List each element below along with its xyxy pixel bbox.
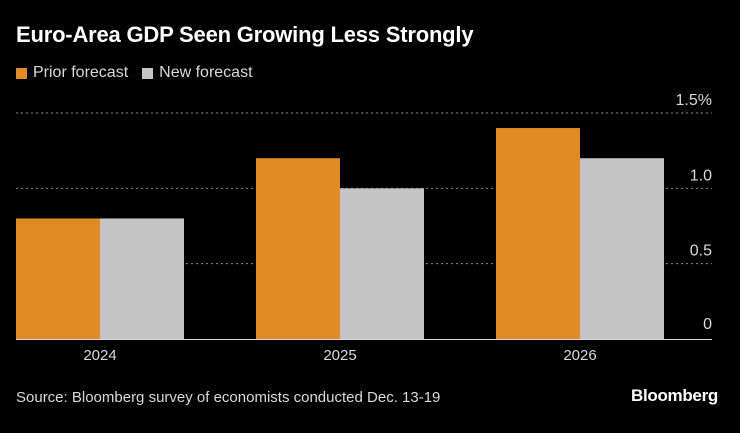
y-tick-label-2: 1.0 (690, 167, 712, 184)
bar-prior-forecast-2024 (16, 218, 100, 339)
bar-prior-forecast-2025 (256, 158, 340, 339)
x-tick-label-2026: 2026 (563, 347, 596, 364)
legend-label-prior: Prior forecast (33, 64, 129, 81)
bloomberg-logo: Bloomberg (630, 386, 718, 405)
legend: Prior forecast New forecast (16, 64, 267, 82)
y-tick-label-3: 1.5% (676, 92, 712, 109)
bar-new-forecast-2026 (580, 158, 664, 339)
bar-new-forecast-2024 (100, 218, 184, 339)
legend-swatch-prior (16, 67, 27, 79)
y-tick-label-1: 0.5 (690, 243, 712, 260)
y-tick-label-0: 0 (703, 316, 712, 333)
source-note: Source: Bloomberg survey of economists c… (16, 389, 441, 406)
bar-prior-forecast-2026 (496, 128, 580, 339)
bar-new-forecast-2025 (340, 188, 424, 339)
x-tick-label-2024: 2024 (83, 347, 116, 364)
legend-item-prior: Prior forecast (16, 64, 128, 82)
legend-label-new: New forecast (159, 64, 253, 81)
legend-item-new: New forecast (142, 64, 253, 82)
chart-title: Euro-Area GDP Seen Growing Less Strongly (16, 22, 474, 47)
x-tick-label-2025: 2025 (323, 347, 356, 364)
legend-swatch-new (142, 67, 154, 79)
